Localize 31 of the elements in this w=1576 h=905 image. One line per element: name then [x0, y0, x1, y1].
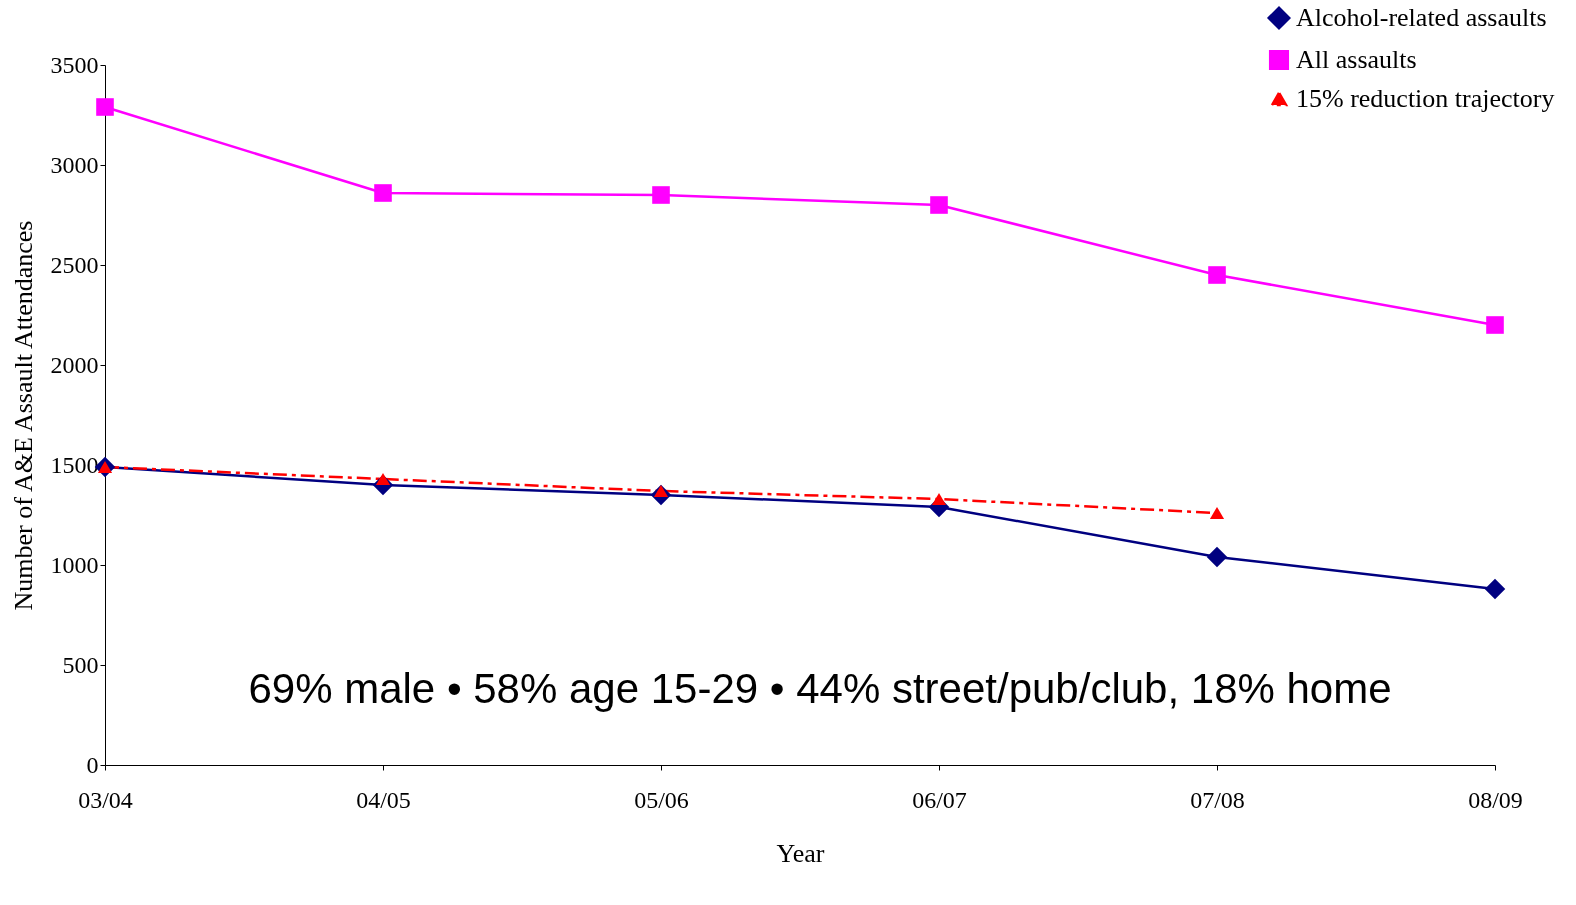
x-tick-label: 06/07: [912, 786, 967, 813]
point: [930, 196, 948, 214]
y-tick-label: 3500: [50, 51, 99, 78]
x-tick-label: 07/08: [1190, 786, 1245, 813]
y-tick-label: 500: [62, 651, 99, 678]
x-tick-label: 04/05: [356, 786, 411, 813]
y-tick-label: 1000: [50, 551, 99, 578]
x-tick-label: 03/04: [78, 786, 133, 813]
point: [652, 186, 670, 204]
point: [1486, 316, 1504, 334]
point: [96, 98, 114, 116]
legend-label: All assaults: [1296, 45, 1417, 74]
y-axis-title: Number of A&E Assault Attendances: [8, 220, 38, 611]
point: [1484, 578, 1506, 600]
y-tick-label: 2500: [50, 251, 99, 278]
y-tick-label: 0: [86, 751, 99, 778]
y-tick-label: 3000: [50, 151, 99, 178]
x-axis-title: Year: [776, 838, 825, 868]
annotation: 69% male • 58% age 15-29 • 44% street/pub/club, 18% home: [248, 665, 1392, 712]
x-tick-label: 05/06: [634, 786, 689, 813]
y-tick-label: 2000: [50, 351, 99, 378]
y-tick-label: 1500: [50, 451, 99, 478]
point: [1209, 506, 1225, 520]
legend-label: Alcohol-related assaults: [1296, 3, 1547, 32]
x-tick-label: 08/09: [1468, 786, 1523, 813]
point: [374, 184, 392, 202]
point: [1208, 266, 1226, 284]
legend-label: 15% reduction trajectory: [1296, 84, 1555, 113]
point: [1206, 546, 1228, 568]
point: [931, 492, 947, 506]
point: [375, 472, 391, 486]
